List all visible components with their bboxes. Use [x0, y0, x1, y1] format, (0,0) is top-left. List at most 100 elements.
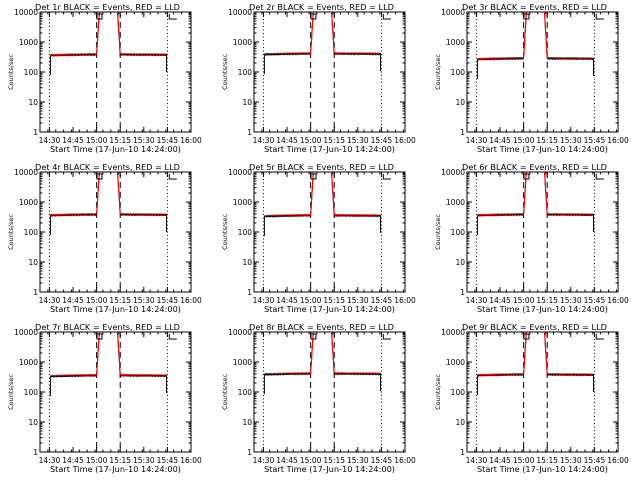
- y-tick-label: 10000: [228, 8, 252, 17]
- y-tick-label: 100: [238, 388, 253, 397]
- x-tick-label: 14:45: [489, 296, 511, 305]
- detector-panel: Det 7r BLACK = Events, RED = LLD 1 10 100 10…: [7, 322, 202, 474]
- y-tick-label: 100: [451, 388, 466, 397]
- y-axis-label: Counts/sec: [434, 54, 442, 90]
- panel-title: Det 7r BLACK = Events, RED = LLD: [35, 322, 180, 332]
- y-tick-label: 10: [28, 98, 38, 107]
- x-tick-label: 15:30: [560, 136, 582, 145]
- events-series-line: [477, 172, 594, 218]
- detector-panel: Det 8r BLACK = Events, RED = LLD 1 10 100 10…: [221, 322, 416, 474]
- y-tick-label: 10: [28, 418, 38, 427]
- flare-marker: [310, 173, 317, 180]
- y-tick-label: 100: [238, 68, 253, 77]
- y-tick-label: 1000: [446, 198, 465, 207]
- events-series-line: [49, 12, 167, 57]
- x-tick-label: 15:00: [513, 456, 535, 465]
- x-tick-label: 16:00: [607, 296, 629, 305]
- x-tick-label: 16:00: [180, 136, 202, 145]
- x-axis-label: Start Time (17-Jun-10 14:24:00): [264, 144, 395, 154]
- flare-marker: [96, 13, 103, 20]
- y-tick-label: 1: [33, 288, 38, 297]
- y-tick-label: 1000: [19, 358, 38, 367]
- events-edge-drop: [263, 373, 381, 395]
- y-tick-label: 100: [24, 388, 39, 397]
- flare-marker: [96, 173, 103, 180]
- x-axis-label: Start Time (17-Jun-10 14:24:00): [50, 304, 181, 314]
- x-tick-label: 14:30: [39, 136, 61, 145]
- x-axis-label: Start Time (17-Jun-10 14:24:00): [477, 144, 608, 154]
- plot-frame: [253, 331, 406, 453]
- y-tick-label: 1: [247, 128, 252, 137]
- x-tick-label: 15:00: [513, 136, 535, 145]
- x-tick-label: 15:45: [157, 296, 179, 305]
- flare-marker: [310, 13, 317, 20]
- flare-marker: [523, 333, 530, 340]
- events-edge-drop: [476, 374, 594, 395]
- x-axis-label: Start Time (17-Jun-10 14:24:00): [50, 144, 181, 154]
- y-tick-label: 100: [451, 228, 466, 237]
- x-tick-label: 16:00: [607, 456, 629, 465]
- y-tick-label: 1000: [233, 198, 252, 207]
- events-series-line: [263, 12, 381, 57]
- x-tick-label: 14:45: [276, 456, 298, 465]
- x-axis-label: Start Time (17-Jun-10 14:24:00): [264, 304, 395, 314]
- x-tick-label: 14:45: [62, 296, 84, 305]
- x-tick-label: 15:15: [323, 296, 345, 305]
- events-edge-drop: [263, 53, 381, 75]
- flare-marker: [310, 333, 317, 340]
- y-tick-label: 10000: [441, 168, 465, 177]
- x-tick-label: 15:15: [109, 456, 131, 465]
- y-tick-label: 10: [455, 98, 465, 107]
- lld-series-line: [477, 172, 594, 216]
- x-tick-label: 15:15: [109, 136, 131, 145]
- bracket-marker: [382, 174, 391, 180]
- y-tick-label: 1: [460, 448, 465, 457]
- y-tick-label: 100: [24, 228, 39, 237]
- x-tick-label: 15:30: [133, 296, 155, 305]
- lld-series-line: [264, 12, 381, 55]
- lld-series-line: [264, 332, 381, 375]
- y-tick-label: 1: [33, 448, 38, 457]
- x-tick-label: 15:00: [513, 296, 535, 305]
- plot-frame: [39, 331, 192, 453]
- panel-title: Det 5r BLACK = Events, RED = LLD: [249, 162, 394, 172]
- y-axis-label: Counts/sec: [434, 214, 442, 250]
- y-tick-label: 1: [247, 288, 252, 297]
- x-tick-label: 16:00: [394, 136, 416, 145]
- y-tick-label: 1000: [19, 38, 38, 47]
- y-tick-label: 10000: [14, 8, 38, 17]
- x-tick-label: 14:30: [253, 136, 275, 145]
- y-tick-label: 1000: [19, 198, 38, 207]
- bracket-marker: [382, 334, 391, 340]
- flare-marker: [523, 173, 530, 180]
- events-edge-drop: [476, 214, 594, 235]
- x-tick-label: 15:00: [86, 136, 108, 145]
- bracket-marker: [595, 14, 604, 20]
- flare-marker: [96, 333, 103, 340]
- x-tick-label: 14:45: [62, 136, 84, 145]
- plot-frame: [39, 171, 192, 293]
- x-axis-label: Start Time (17-Jun-10 14:24:00): [264, 464, 395, 474]
- y-axis-label: Counts/sec: [7, 54, 15, 90]
- x-tick-label: 16:00: [394, 456, 416, 465]
- events-series-line: [263, 332, 381, 377]
- y-tick-label: 1: [247, 448, 252, 457]
- events-series-line: [263, 172, 381, 218]
- bracket-marker: [595, 334, 604, 340]
- y-tick-label: 100: [24, 68, 39, 77]
- detector-panel: Det 5r BLACK = Events, RED = LLD 1 10 100 10…: [221, 162, 416, 314]
- events-edge-drop: [263, 214, 381, 236]
- y-tick-label: 1000: [446, 358, 465, 367]
- bracket-marker: [168, 334, 177, 340]
- x-axis-label: Start Time (17-Jun-10 14:24:00): [477, 464, 608, 474]
- x-tick-label: 15:30: [560, 456, 582, 465]
- x-tick-label: 15:15: [323, 456, 345, 465]
- x-tick-label: 15:30: [347, 296, 369, 305]
- lld-series-line: [477, 12, 594, 60]
- x-tick-label: 15:45: [371, 296, 393, 305]
- x-tick-label: 15:00: [86, 296, 108, 305]
- y-tick-label: 10: [242, 418, 252, 427]
- lld-series-line: [477, 332, 594, 376]
- detector-panel: Det 6r BLACK = Events, RED = LLD 1 10 100 10…: [434, 162, 629, 314]
